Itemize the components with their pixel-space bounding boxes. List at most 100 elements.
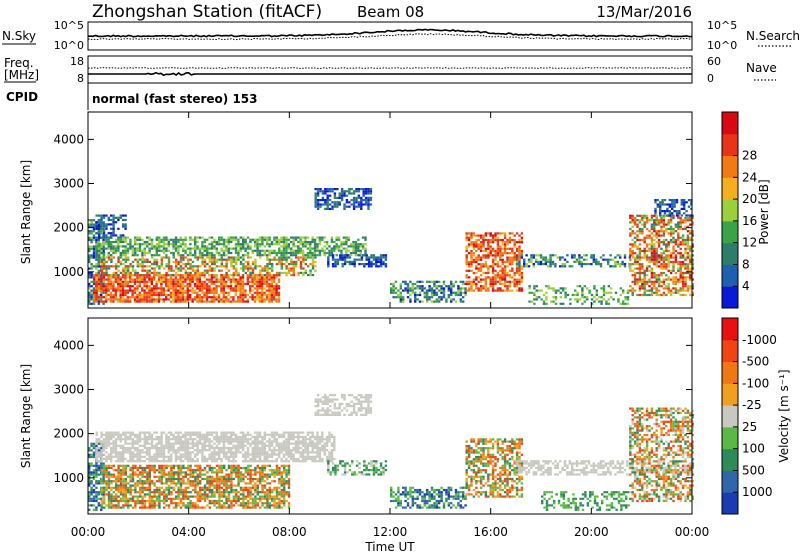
data-cell xyxy=(210,300,213,303)
data-cell xyxy=(112,247,115,250)
data-cell xyxy=(145,287,149,290)
data-cell xyxy=(457,293,460,297)
data-cell xyxy=(136,289,139,292)
data-cell xyxy=(641,287,644,290)
data-cell xyxy=(157,276,161,279)
data-cell xyxy=(194,240,197,244)
data-cell xyxy=(92,252,96,255)
data-cell xyxy=(275,274,278,277)
data-cell xyxy=(292,274,295,277)
data-cell xyxy=(530,260,533,263)
data-cell xyxy=(249,442,252,445)
data-cell xyxy=(691,287,694,290)
data-cell xyxy=(399,285,402,288)
data-cell xyxy=(280,263,283,266)
colorbar-swatch xyxy=(722,155,738,178)
data-cell xyxy=(614,263,617,266)
data-cell xyxy=(119,260,123,263)
data-cell xyxy=(177,280,180,283)
data-cell xyxy=(472,254,476,257)
data-cell xyxy=(662,282,666,286)
data-cell xyxy=(237,245,240,248)
data-cell xyxy=(304,258,307,261)
data-cell xyxy=(162,280,165,283)
data-cell xyxy=(491,247,495,250)
data-cell xyxy=(213,238,216,241)
data-cell xyxy=(244,243,247,246)
data-cell xyxy=(194,247,197,250)
data-cell xyxy=(503,245,507,248)
data-cell xyxy=(179,287,182,290)
data-cell xyxy=(126,280,129,283)
data-cell xyxy=(177,278,180,281)
data-cell xyxy=(602,291,606,294)
data-cell xyxy=(520,232,524,235)
data-cell xyxy=(266,269,269,272)
data-cell xyxy=(636,219,639,222)
data-cell xyxy=(129,265,132,268)
data-cell xyxy=(470,256,473,259)
data-cell xyxy=(518,245,521,248)
data-cell xyxy=(633,280,637,283)
data-cell xyxy=(210,245,214,248)
data-cell xyxy=(114,287,117,290)
data-cell xyxy=(631,243,634,246)
data-cell xyxy=(482,263,485,266)
data-cell xyxy=(653,260,656,264)
data-cell xyxy=(285,245,288,248)
data-cell xyxy=(143,455,146,458)
data-cell xyxy=(122,218,125,222)
data-cell xyxy=(465,234,468,237)
data-cell xyxy=(662,232,666,235)
data-cell xyxy=(119,240,122,244)
data-cell xyxy=(93,276,96,279)
data-cell xyxy=(489,282,492,286)
data-cell xyxy=(100,274,103,277)
data-cell xyxy=(270,243,274,246)
data-cell xyxy=(667,219,670,222)
data-cell xyxy=(328,207,332,210)
data-cell xyxy=(136,300,139,303)
data-cell xyxy=(90,274,93,277)
data-cell xyxy=(629,234,632,237)
data-cell xyxy=(532,254,535,257)
data-cell xyxy=(464,293,467,297)
data-cell xyxy=(662,260,666,264)
data-cell xyxy=(127,271,130,274)
beam-label: Beam 08 xyxy=(357,3,424,21)
data-cell xyxy=(496,241,500,244)
data-cell xyxy=(95,453,98,456)
data-cell xyxy=(662,293,666,297)
data-cell xyxy=(196,245,199,248)
data-cell xyxy=(496,271,500,275)
data-cell xyxy=(689,258,692,261)
data-cell xyxy=(191,267,195,270)
data-cell xyxy=(155,444,158,447)
data-cell xyxy=(467,276,471,279)
data-cell xyxy=(121,296,125,299)
data-cell xyxy=(208,269,211,272)
data-cell xyxy=(124,245,127,248)
data-cell xyxy=(110,438,113,441)
data-cell xyxy=(571,265,574,268)
data-cell xyxy=(160,278,163,281)
data-cell xyxy=(253,280,257,283)
data-cell xyxy=(282,247,286,250)
data-cell xyxy=(177,267,180,270)
data-cell xyxy=(518,280,521,283)
data-cell xyxy=(95,274,98,277)
data-cell xyxy=(208,254,211,257)
data-cell xyxy=(256,240,259,244)
data-cell xyxy=(177,451,180,454)
data-cell xyxy=(359,249,362,252)
data-cell xyxy=(124,285,127,288)
data-cell xyxy=(494,289,497,292)
data-cell xyxy=(97,504,100,507)
data-cell xyxy=(242,238,245,241)
data-cell xyxy=(633,278,637,281)
data-cell xyxy=(258,238,262,241)
data-cell xyxy=(95,225,98,228)
data-cell xyxy=(675,199,679,202)
data-cell xyxy=(496,289,500,292)
data-cell xyxy=(549,265,552,268)
